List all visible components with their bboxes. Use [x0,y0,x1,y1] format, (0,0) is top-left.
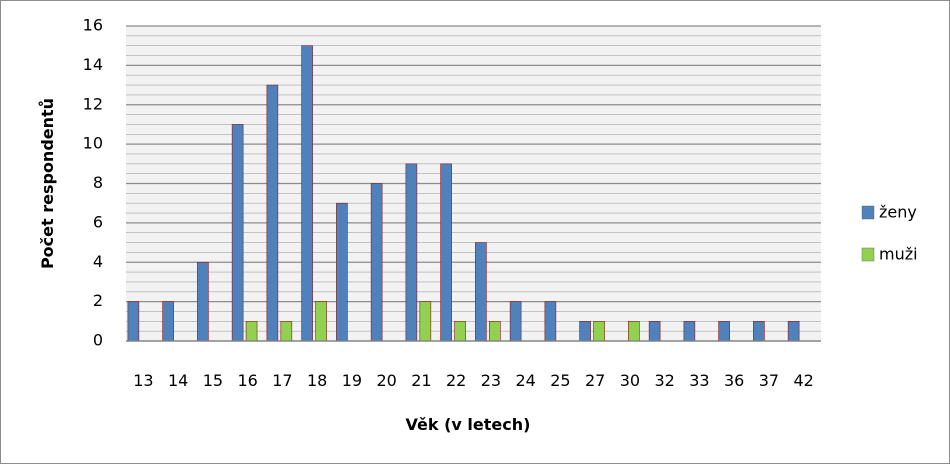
bar-muzi-21 [419,301,432,342]
x-tick-label: 24 [515,371,535,390]
bar-zeny-42 [787,321,800,342]
x-axis-title: Věk (v letech) [406,415,531,434]
y-tick-label: 0 [93,331,103,350]
legend-swatch [861,247,875,262]
bar-muzi-17 [280,321,293,342]
y-axis-title: Počet respondentů [38,98,57,269]
y-tick-label: 12 [83,94,103,113]
bar-zeny-18 [301,45,313,342]
bar-zeny-33 [683,321,696,342]
bar-zeny-14 [162,301,174,342]
x-tick-label: 25 [550,371,570,390]
x-tick-label: 13 [133,371,153,390]
x-tick-label: 23 [481,371,501,390]
bar-muzi-22 [454,321,466,342]
y-tick-label: 16 [83,16,103,35]
x-tick-label: 15 [203,371,223,390]
bars [127,45,800,342]
legend: ženy muži [861,203,918,264]
x-tick-label: 21 [411,371,431,390]
x-tick-label: 14 [168,371,188,390]
x-tick-label: 17 [272,371,292,390]
bar-zeny-20 [370,183,383,342]
bar-zeny-13 [127,301,140,342]
bar-zeny-32 [648,321,661,342]
bar-zeny-17 [266,84,279,342]
x-tick-label: 27 [585,371,605,390]
bar-zeny-16 [231,124,244,342]
y-axis-ticks: 0 2 4 6 8 10 12 14 16 [83,16,103,350]
x-tick-label: 36 [724,371,744,390]
x-tick-label: 33 [689,371,709,390]
y-tick-label: 10 [83,134,103,153]
legend-label: muži [879,245,918,264]
x-tick-label: 42 [793,371,813,390]
y-tick-label: 2 [93,291,103,310]
x-tick-label: 19 [342,371,362,390]
bar-zeny-25 [544,301,557,342]
bar-zeny-37 [753,321,765,342]
bar-muzi-18 [315,301,327,342]
bar-zeny-36 [718,321,730,342]
bar-zeny-22 [440,163,452,342]
x-tick-label: 16 [237,371,257,390]
legend-swatch [861,205,875,220]
y-tick-label: 8 [93,173,103,192]
x-tick-label: 20 [376,371,396,390]
x-tick-label: 37 [759,371,779,390]
bar-zeny-27 [579,321,591,342]
bar-muzi-30 [628,321,640,342]
x-tick-label: 30 [620,371,640,390]
bar-muzi-16 [245,321,258,342]
bar-zeny-15 [197,261,209,342]
bar-muzi-27 [593,321,605,342]
bar-zeny-19 [336,202,348,342]
y-tick-label: 6 [93,212,103,231]
y-tick-label: 14 [83,55,103,74]
x-tick-label: 32 [654,371,674,390]
y-tick-label: 4 [93,252,103,271]
bar-zeny-24 [509,301,522,342]
x-tick-label: 22 [446,371,466,390]
x-tick-label: 18 [307,371,327,390]
x-axis-ticks: 13 14 15 16 17 18 19 20 21 22 23 24 25 27 30 32 33 36 37 42 [133,371,814,390]
bar-muzi-23 [489,321,501,342]
bar-zeny-23 [475,242,487,342]
legend-label: ženy [879,203,917,222]
bar-zeny-21 [405,163,418,342]
